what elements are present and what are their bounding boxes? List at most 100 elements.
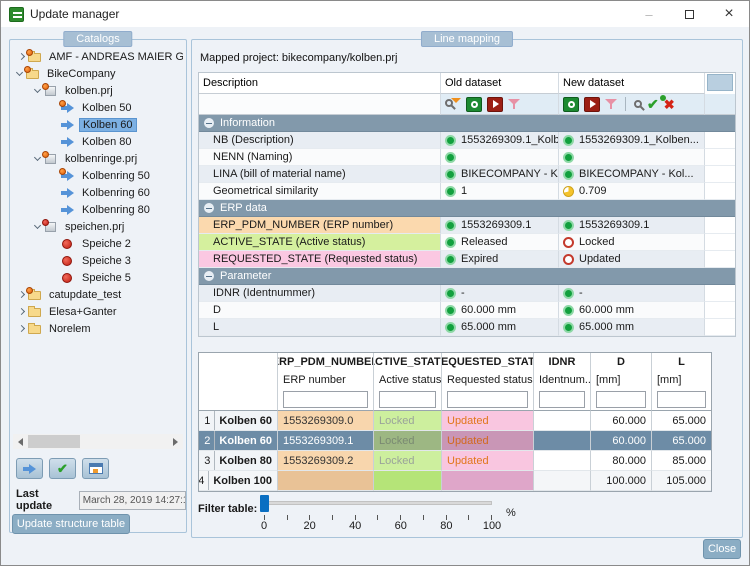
old-filter-icon[interactable]: [508, 98, 520, 110]
mapping-row[interactable]: L 65.000 mm 65.000 mm: [199, 319, 735, 336]
col-old-dataset: Old dataset: [441, 73, 559, 94]
folder-icon: [28, 305, 42, 318]
arrow-icon: [61, 187, 75, 199]
col-description: Description: [199, 73, 441, 94]
variant-row-3[interactable]: 3 Kolben 80 1553269309.2 Locked Updated 8…: [199, 451, 711, 471]
tree-item-kolben-50[interactable]: Kolben 50: [13, 99, 183, 116]
tree-item-kolbenring-50[interactable]: Kolbenring 50: [13, 167, 183, 184]
line-mapping-panel: Line mapping Mapped project: bikecompany…: [191, 31, 743, 538]
reject-mapping-icon[interactable]: ✖: [659, 94, 675, 111]
tree-item-kolben-60[interactable]: Kolben 60: [13, 116, 183, 133]
project-badge-icon: [42, 150, 58, 165]
status-ok-icon: [445, 287, 456, 299]
chevron-down-icon[interactable]: [33, 153, 42, 162]
filter-search-icon[interactable]: [445, 97, 461, 111]
tree-item-kolbenring-60[interactable]: Kolbenring 60: [13, 184, 183, 201]
section-parameter[interactable]: Parameter: [199, 268, 735, 285]
project-badge-icon: [42, 82, 58, 97]
collapse-icon[interactable]: [204, 118, 214, 128]
col-l[interactable]: L: [678, 356, 685, 368]
filter-requested-input[interactable]: [447, 390, 528, 408]
slider-track[interactable]: [264, 501, 492, 505]
close-window-button[interactable]: ×: [724, 5, 734, 22]
variant-row-4[interactable]: 4Kolben 100 100.000 105.000: [199, 471, 711, 491]
tree-item-speiche-3[interactable]: Speiche 3: [13, 252, 183, 269]
tree-item-kolbenringe-prj[interactable]: kolbenringe.prj: [13, 150, 183, 167]
tree-horizontal-scrollbar[interactable]: [13, 434, 183, 449]
section-erp-data[interactable]: ERP data: [199, 200, 735, 217]
tree-item-catupdate-test[interactable]: catupdate_test: [13, 286, 183, 303]
close-button[interactable]: Close: [703, 539, 741, 559]
filter-erp-input[interactable]: [283, 390, 368, 408]
chevron-right-icon[interactable]: [17, 290, 26, 299]
filter-idnr-input[interactable]: [539, 390, 585, 408]
mapping-row[interactable]: IDNR (Identnummer) - -: [199, 285, 735, 302]
tree-item-elesa-ganter[interactable]: Elesa+Ganter: [13, 303, 183, 320]
status-ok-icon: [445, 253, 456, 265]
mapping-row[interactable]: REQUESTED_STATE (Requested status) Expir…: [199, 251, 735, 268]
col-d[interactable]: D: [591, 353, 652, 371]
mapping-row[interactable]: LINA (bill of material name) BIKECOMPANY…: [199, 166, 735, 183]
mapping-row[interactable]: ACTIVE_STATE (Active status) Released Lo…: [199, 234, 735, 251]
mapping-row[interactable]: NB (Description) 1553269309.1_Kolben... …: [199, 132, 735, 149]
mapping-row[interactable]: ERP_PDM_NUMBER (ERP number) 1553269309.1…: [199, 217, 735, 234]
chevron-down-icon[interactable]: [33, 221, 42, 230]
accept-mapping-icon[interactable]: ✔: [647, 96, 659, 112]
old-dataset-icon[interactable]: [466, 96, 482, 112]
collapse-icon[interactable]: [204, 271, 214, 281]
catalogs-group-label: Catalogs: [63, 31, 133, 47]
section-information[interactable]: Information: [199, 115, 735, 132]
col-idnr[interactable]: IDNR: [534, 353, 591, 371]
mapping-row[interactable]: D 60.000 mm 60.000 mm: [199, 302, 735, 319]
catalog-tree[interactable]: AMF - ANDREAS MAIER GMI BikeCompany kolb…: [13, 48, 183, 430]
new-export-icon[interactable]: [584, 96, 600, 112]
tree-item-bikecompany[interactable]: BikeCompany: [13, 65, 183, 82]
new-filter-icon[interactable]: [605, 98, 617, 110]
mapping-row[interactable]: Geometrical similarity 1 0.709: [199, 183, 735, 200]
status-ok-icon: [563, 168, 574, 180]
tree-item-norelem[interactable]: Norelem: [13, 320, 183, 337]
filter-active-input[interactable]: [379, 390, 436, 408]
tree-item-kolben-prj[interactable]: kolben.prj: [13, 82, 183, 99]
tree-item-speichen-prj[interactable]: speichen.prj: [13, 218, 183, 235]
maximize-button[interactable]: [669, 1, 709, 27]
filter-l-input[interactable]: [657, 390, 706, 408]
filter-d-input[interactable]: [596, 390, 646, 408]
folder-gear-icon: [24, 65, 40, 80]
mapping-row[interactable]: NENN (Naming): [199, 149, 735, 166]
col-erp-pdm-number[interactable]: ERP_PDM_NUMBER: [278, 353, 374, 371]
update-structure-table-button[interactable]: Update structure table: [12, 514, 130, 534]
filter-slider[interactable]: 0 20 40 60 80 100: [260, 495, 501, 532]
tree-item-kolbenring-80[interactable]: Kolbenring 80: [13, 201, 183, 218]
chevron-right-icon[interactable]: [17, 52, 26, 61]
col-active-state[interactable]: ACTIVE_STATE: [374, 353, 442, 371]
collapse-icon[interactable]: [204, 203, 214, 213]
table-corner-block: [707, 74, 733, 91]
search-icon[interactable]: [634, 100, 642, 108]
accept-button[interactable]: ✔: [49, 458, 76, 479]
tree-item-speiche-2[interactable]: Speiche 2: [13, 235, 183, 252]
chevron-down-icon[interactable]: [15, 68, 24, 77]
tree-item-amf[interactable]: AMF - ANDREAS MAIER GMI: [13, 48, 183, 65]
chevron-right-icon[interactable]: [17, 307, 26, 316]
old-export-icon[interactable]: [487, 96, 503, 112]
new-dataset-icon[interactable]: [563, 96, 579, 112]
line-mapping-group-label: Line mapping: [420, 31, 514, 47]
chevron-right-icon[interactable]: [17, 324, 26, 333]
variant-row-1[interactable]: 1 Kolben 60 1553269309.0 Locked Updated 6…: [199, 411, 711, 431]
scroll-right-icon[interactable]: [168, 434, 183, 449]
map-arrow-button[interactable]: [16, 458, 43, 479]
status-ok-icon: [563, 304, 574, 316]
report-button[interactable]: [82, 458, 109, 479]
tree-item-kolben-80[interactable]: Kolben 80: [13, 133, 183, 150]
slider-handle[interactable]: [260, 495, 269, 512]
tree-item-speiche-5[interactable]: Speiche 5: [13, 269, 183, 286]
col-requested-state[interactable]: REQUESTED_STATE: [442, 353, 534, 371]
chevron-down-icon[interactable]: [33, 85, 42, 94]
scrollbar-thumb[interactable]: [28, 435, 80, 448]
variant-row-2-selected[interactable]: 2 Kolben 60 1553269309.1 Locked Updated 6…: [199, 431, 711, 451]
filter-table-row: Filter table: 0 20 40 60 80 100 %: [198, 495, 516, 532]
mapped-project-label: Mapped project: bikecompany/kolben.prj: [200, 52, 398, 64]
minimize-button[interactable]: –: [645, 6, 653, 22]
scroll-left-icon[interactable]: [13, 434, 28, 449]
